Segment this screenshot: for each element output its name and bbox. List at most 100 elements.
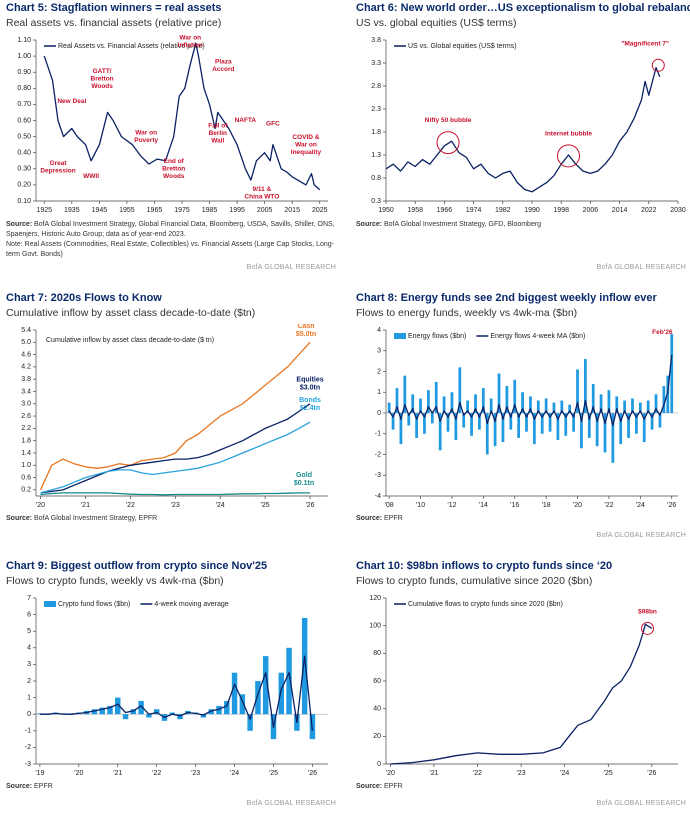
bar: [584, 359, 587, 413]
series-line: [40, 492, 310, 496]
source-label: Source:: [356, 515, 383, 522]
y-tick-label: 2.3: [371, 106, 381, 113]
bar: [403, 375, 407, 413]
bar: [493, 413, 497, 447]
y-tick-label: 80: [373, 650, 381, 657]
x-tick-label: '26: [647, 770, 656, 777]
bar: [576, 369, 579, 413]
chart-subtitle: Cumulative inflow by asset class decade-…: [6, 307, 256, 319]
annotation: COVID &: [292, 134, 319, 141]
x-tick-label: 2030: [670, 207, 686, 214]
x-tick-label: 2014: [612, 207, 628, 214]
source-text: EPFR: [384, 515, 403, 522]
bar: [529, 396, 532, 413]
bar: [654, 394, 658, 413]
annotation: Fall of: [208, 123, 228, 130]
chart-footer: BofA GLOBAL RESEARCH: [246, 264, 336, 271]
bar: [138, 700, 144, 715]
series-line: [40, 421, 311, 494]
bar: [548, 413, 552, 432]
bar: [430, 413, 434, 424]
annotation: Wall: [211, 138, 224, 145]
x-tick-label: 1935: [64, 207, 80, 214]
y-tick-label: 0.90: [17, 69, 31, 76]
source-text: BofA Global Investment Strategy, EPFR: [34, 515, 158, 522]
annotation: Accord: [212, 66, 234, 73]
x-tick-label: 1925: [36, 207, 52, 214]
chart: 0 20 40 60 80 100 120 '20 '21 '22 '23 '24 '25 '26 Cumu…: [369, 595, 678, 777]
bar: [564, 413, 568, 436]
y-tick-label: 5.4: [21, 327, 31, 334]
highlight-circle: [557, 144, 580, 168]
series-end-label: $3.0tn: [300, 385, 320, 392]
annotation: Great: [50, 160, 68, 167]
y-tick-label: 0.70: [17, 101, 31, 108]
y-tick-label: 3.8: [21, 376, 31, 383]
x-tick-label: 1965: [147, 207, 163, 214]
source-label: Source:: [6, 783, 33, 790]
annotation: Bretton: [91, 75, 114, 82]
bar: [262, 656, 269, 715]
x-tick-label: 1982: [495, 207, 511, 214]
y-tick-label: 0.40: [17, 150, 31, 157]
x-tick-label: 1966: [437, 207, 453, 214]
y-tick-label: 0.10: [17, 198, 31, 205]
bar: [631, 398, 634, 413]
bar: [438, 413, 442, 451]
bar: [442, 396, 446, 413]
series-end-label: $5.0tn: [296, 331, 316, 338]
legend-label: Crypto fund flows ($bn): [58, 601, 130, 608]
y-tick-label: 1.4: [21, 450, 31, 457]
bar: [122, 714, 129, 720]
x-tick-label: '26: [308, 770, 317, 777]
x-tick-label: '22: [473, 770, 482, 777]
bar: [478, 413, 481, 430]
y-tick-label: 3: [27, 661, 31, 668]
x-tick-label: '20: [74, 770, 83, 777]
y-tick-label: 2.8: [371, 83, 381, 90]
series-line: [39, 655, 314, 731]
chart-subtitle: Real assets vs. financial assets (relati…: [6, 17, 222, 29]
y-tick-label: 0.6: [21, 474, 31, 481]
bar: [627, 413, 630, 438]
bar: [224, 700, 230, 715]
series-end-label: $2.4tn: [300, 405, 320, 412]
y-tick-label: 0.50: [17, 133, 31, 140]
annotation: Woods: [163, 173, 185, 180]
y-tick-label: -2: [375, 451, 381, 458]
y-tick-label: 0.3: [371, 198, 381, 205]
bar: [278, 672, 285, 715]
annotation: End of: [164, 158, 185, 165]
x-tick-label: '23: [191, 770, 200, 777]
bar: [670, 334, 674, 413]
x-tick-label: '14: [479, 502, 488, 509]
annotation: WWII: [83, 173, 99, 180]
y-tick-label: -2: [25, 744, 31, 751]
chart-panel: Chart 10: $98bn inflows to crypto funds …: [356, 560, 686, 815]
annotation: GFC: [266, 120, 280, 127]
bar: [642, 413, 646, 443]
annotation: War on: [179, 35, 201, 42]
y-tick-label: 0: [27, 711, 31, 718]
bar: [662, 386, 666, 413]
bar: [115, 697, 121, 715]
legend-title: Cumulative inflow by asset class decade-…: [46, 337, 214, 344]
bar: [450, 392, 454, 413]
y-tick-label: 1.0: [21, 462, 31, 469]
x-tick-label: '22: [604, 502, 613, 509]
y-tick-label: 1.10: [17, 37, 31, 44]
y-tick-label: 0.30: [17, 166, 31, 173]
y-tick-label: -1: [25, 728, 31, 735]
bar: [200, 714, 207, 718]
bar: [427, 390, 430, 413]
bar: [423, 413, 426, 434]
chart: 0.2 0.6 1.0 1.4 1.8 2.2 2.6 3.0 3.4 3.8 4.2 4.6 5.0 5…: [21, 324, 328, 509]
bar: [552, 402, 556, 413]
bar: [540, 413, 544, 434]
chart-source: Source: EPFR: [6, 782, 336, 792]
x-tick-label: '18: [542, 502, 551, 509]
y-tick-label: -3: [375, 472, 381, 479]
bar: [107, 705, 113, 715]
bar: [509, 413, 513, 430]
annotation: Internet bubble: [545, 131, 592, 138]
